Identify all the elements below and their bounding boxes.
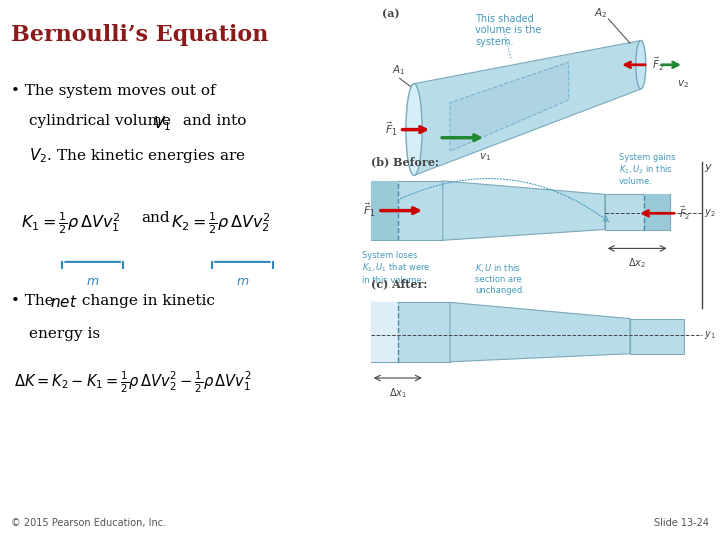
Text: This shaded
volume is the
system.: This shaded volume is the system. xyxy=(475,14,541,46)
Text: System loses
$K_1, U_1$ that were
in this volume.: System loses $K_1, U_1$ that were in thi… xyxy=(362,251,431,285)
Text: $\it{net}$: $\it{net}$ xyxy=(50,294,77,310)
Text: $m$: $m$ xyxy=(235,275,249,288)
Text: and into: and into xyxy=(179,114,246,129)
Text: $K_2 = \frac{1}{2}\rho\, \Delta V v_2^2$: $K_2 = \frac{1}{2}\rho\, \Delta V v_2^2$ xyxy=(171,211,271,237)
Polygon shape xyxy=(450,302,630,362)
Text: and: and xyxy=(141,211,169,225)
Text: $m$: $m$ xyxy=(86,275,99,288)
Text: $y$: $y$ xyxy=(703,162,713,174)
Text: $v_2$: $v_2$ xyxy=(677,78,689,90)
Text: $\Delta x_1$: $\Delta x_1$ xyxy=(389,386,407,400)
Polygon shape xyxy=(450,62,569,151)
Text: $\Delta K = K_2 - K_1 = \frac{1}{2}\rho\, \Delta V v_2^2 - \frac{1}{2}\rho\, \De: $\Delta K = K_2 - K_1 = \frac{1}{2}\rho\… xyxy=(14,370,252,395)
Text: System gains
$K_2, U_2$ in this
volume.: System gains $K_2, U_2$ in this volume. xyxy=(619,153,675,186)
Text: (b) Before:: (b) Before: xyxy=(371,157,438,167)
Text: $v_1$: $v_1$ xyxy=(479,151,491,163)
Text: (a): (a) xyxy=(382,8,399,19)
Text: $\vec{F}_2$: $\vec{F}_2$ xyxy=(678,205,690,222)
Text: $A_1$: $A_1$ xyxy=(392,63,406,77)
FancyBboxPatch shape xyxy=(371,181,443,240)
Text: Slide 13-24: Slide 13-24 xyxy=(654,518,709,528)
Text: energy is: energy is xyxy=(29,327,99,341)
Text: $K_1 = \frac{1}{2}\rho\, \Delta V v_1^2$: $K_1 = \frac{1}{2}\rho\, \Delta V v_1^2$ xyxy=(22,211,121,237)
Text: • The system moves out of: • The system moves out of xyxy=(11,84,215,98)
FancyBboxPatch shape xyxy=(371,181,397,240)
FancyBboxPatch shape xyxy=(644,194,670,230)
Text: © 2015 Pearson Education, Inc.: © 2015 Pearson Education, Inc. xyxy=(11,518,166,528)
Text: • The: • The xyxy=(11,294,58,308)
Text: $\vec{F}_1$: $\vec{F}_1$ xyxy=(385,121,398,138)
FancyBboxPatch shape xyxy=(371,302,450,362)
FancyBboxPatch shape xyxy=(605,194,670,230)
Text: $\vec{F}_1$: $\vec{F}_1$ xyxy=(363,202,376,219)
Text: $\vec{F}_2$: $\vec{F}_2$ xyxy=(652,56,664,73)
Text: change in kinetic: change in kinetic xyxy=(76,294,215,308)
Text: $y_2$: $y_2$ xyxy=(703,207,716,219)
Text: Bernoulli’s Equation: Bernoulli’s Equation xyxy=(11,24,268,46)
Text: $K, U$ in this
section are
unchanged.: $K, U$ in this section are unchanged. xyxy=(475,262,525,295)
Text: $\Delta x_2$: $\Delta x_2$ xyxy=(629,256,646,271)
Text: $A_2$: $A_2$ xyxy=(594,6,608,20)
Ellipse shape xyxy=(636,40,646,89)
Text: cylindrical volume: cylindrical volume xyxy=(29,114,175,129)
Text: $V_1$: $V_1$ xyxy=(153,114,171,133)
Ellipse shape xyxy=(406,84,422,176)
FancyBboxPatch shape xyxy=(371,302,397,362)
FancyBboxPatch shape xyxy=(630,319,684,354)
Text: $V_2$. The kinetic energies are: $V_2$. The kinetic energies are xyxy=(29,146,246,165)
Polygon shape xyxy=(443,181,605,240)
Text: $y_1$: $y_1$ xyxy=(703,329,716,341)
Text: (c) After:: (c) After: xyxy=(371,278,427,289)
Polygon shape xyxy=(414,40,641,176)
